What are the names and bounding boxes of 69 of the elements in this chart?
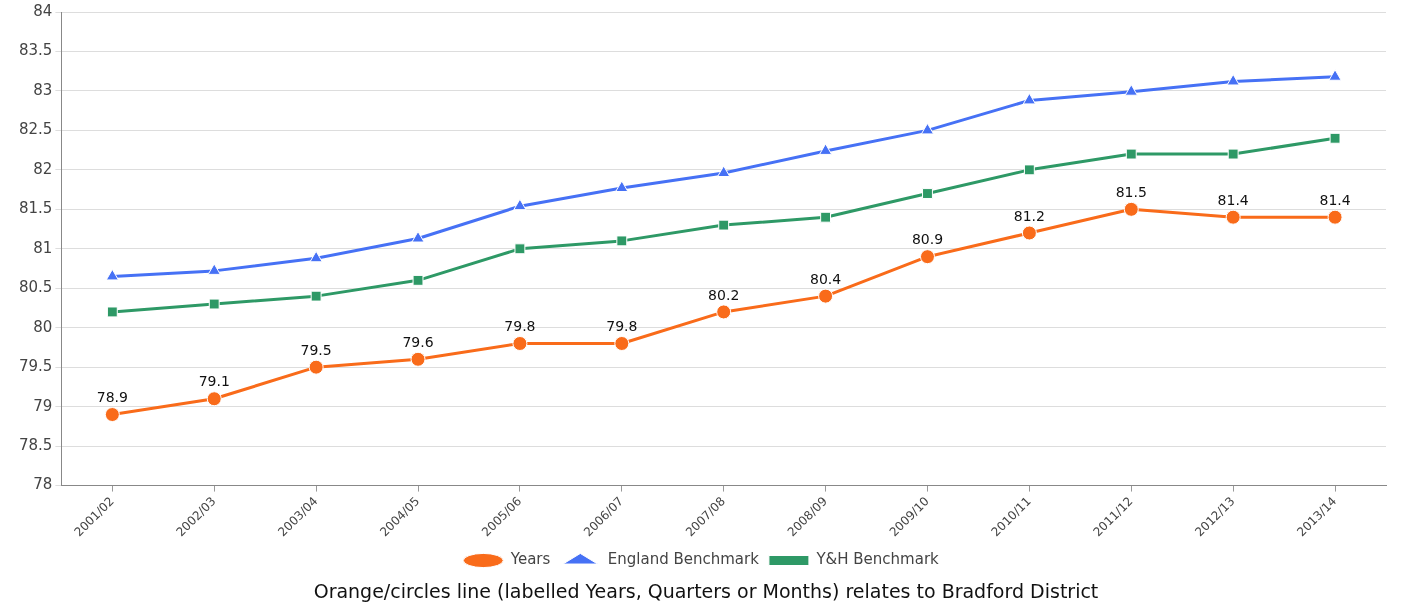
point bbox=[820, 211, 832, 223]
y-tick-label: 81.5 bbox=[18, 199, 53, 218]
y-tick-label: 82 bbox=[33, 159, 53, 178]
point bbox=[105, 268, 119, 281]
data-label: 79.5 bbox=[300, 341, 332, 358]
data-label: 79.6 bbox=[402, 333, 434, 350]
y-tick-label: 83 bbox=[33, 80, 53, 99]
point bbox=[514, 243, 526, 255]
point bbox=[206, 391, 222, 407]
point bbox=[412, 274, 424, 286]
data-label: 80.2 bbox=[708, 286, 740, 303]
data-label: 79.1 bbox=[198, 373, 230, 390]
point bbox=[512, 336, 528, 351]
data-label: 79.8 bbox=[504, 318, 536, 335]
data-label: 80.4 bbox=[810, 270, 842, 287]
y-tick-label: 80 bbox=[33, 317, 53, 336]
data-label: 81.2 bbox=[1013, 207, 1045, 224]
y-tick-label: 79 bbox=[33, 396, 53, 415]
point bbox=[1022, 92, 1036, 105]
point bbox=[1226, 73, 1240, 86]
point bbox=[1329, 132, 1341, 144]
point bbox=[310, 290, 322, 302]
point bbox=[513, 198, 527, 211]
y-tick-label: 81 bbox=[33, 238, 53, 257]
data-label: 79.8 bbox=[606, 318, 638, 335]
y-tick-label: 78.5 bbox=[18, 435, 53, 454]
point bbox=[1125, 148, 1137, 160]
point bbox=[614, 336, 630, 351]
point bbox=[616, 235, 628, 247]
point bbox=[1124, 84, 1138, 96]
point bbox=[208, 298, 220, 310]
data-label: 81.4 bbox=[1319, 191, 1351, 208]
y-tick-label: 84 bbox=[33, 1, 53, 20]
y-tick-label: 83.5 bbox=[18, 41, 53, 60]
point bbox=[411, 231, 425, 243]
legend-label: Years bbox=[509, 550, 551, 569]
point bbox=[1021, 225, 1037, 241]
point bbox=[1023, 164, 1035, 176]
point bbox=[1327, 209, 1343, 225]
point bbox=[309, 250, 323, 263]
point bbox=[207, 263, 221, 275]
legend-label: Y&H Benchmark bbox=[815, 550, 940, 569]
point bbox=[717, 165, 731, 178]
y-tick-label: 78 bbox=[33, 475, 53, 494]
point bbox=[1123, 201, 1139, 217]
legend-label: England Benchmark bbox=[607, 550, 760, 569]
point bbox=[615, 180, 629, 193]
point bbox=[1227, 148, 1239, 160]
data-label: 78.9 bbox=[96, 389, 128, 406]
point bbox=[819, 143, 833, 155]
y-tick-label: 79.5 bbox=[18, 357, 53, 376]
data-label: 81.4 bbox=[1217, 191, 1249, 208]
point bbox=[922, 188, 933, 199]
y-tick-label: 82.5 bbox=[18, 120, 53, 139]
point bbox=[818, 288, 834, 304]
point bbox=[1225, 209, 1241, 225]
data-label: 80.9 bbox=[911, 231, 944, 248]
y-tick-label: 80.5 bbox=[18, 278, 53, 297]
point bbox=[716, 304, 732, 320]
point bbox=[1328, 69, 1342, 81]
data-label: 81.5 bbox=[1115, 183, 1147, 200]
point bbox=[308, 359, 324, 375]
point bbox=[106, 306, 118, 318]
point bbox=[410, 351, 426, 367]
point bbox=[920, 122, 935, 135]
point bbox=[919, 249, 935, 265]
text: Orange/circles line (labelled Years, Quarters or Months) relates to Bradford District bbox=[312, 580, 1100, 602]
point bbox=[104, 407, 120, 423]
point bbox=[718, 219, 730, 231]
